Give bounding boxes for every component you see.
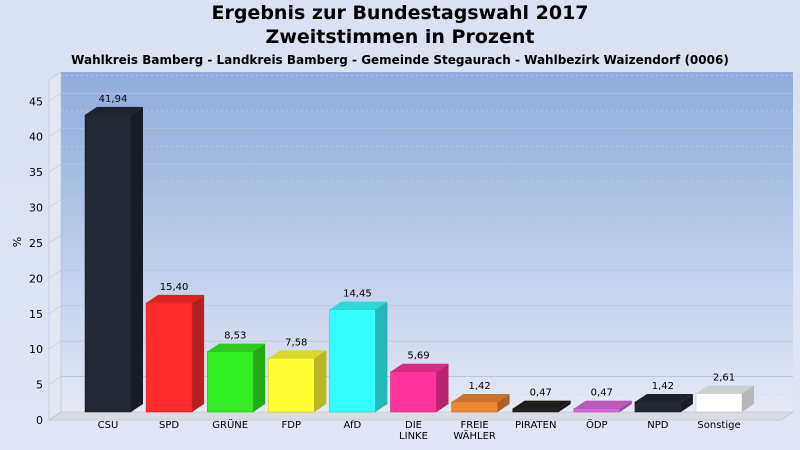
bar-side bbox=[742, 385, 754, 412]
bar-side bbox=[497, 393, 510, 412]
bar-value-label: 1,42 bbox=[652, 381, 674, 392]
side-gridline bbox=[48, 376, 62, 385]
x-category-label: FDP bbox=[282, 420, 301, 431]
y-tick-label: 25 bbox=[29, 237, 43, 250]
bar bbox=[268, 358, 315, 413]
side-gridline bbox=[48, 234, 62, 244]
bar-value-label: 2,61 bbox=[713, 373, 735, 384]
chart-subtitle: Zweitstimmen in Prozent bbox=[265, 26, 535, 48]
bar-value-label: 15,40 bbox=[160, 282, 189, 293]
bar-group: 2,61 Sonstige bbox=[695, 373, 754, 431]
bar bbox=[145, 302, 193, 413]
bar-side bbox=[192, 294, 205, 412]
bar-top bbox=[573, 400, 632, 409]
bar-value-label: 0,47 bbox=[591, 388, 613, 399]
side-gridline bbox=[48, 340, 62, 350]
bar bbox=[206, 351, 254, 413]
x-category-label: GRÜNE bbox=[212, 418, 248, 431]
bar-value-label: 5,69 bbox=[407, 351, 429, 362]
bar-side bbox=[619, 400, 632, 412]
x-category-label: FREIE bbox=[460, 420, 488, 431]
bar-group: 8,53 GRÜNE bbox=[206, 331, 266, 431]
y-tick-label: 0 bbox=[36, 414, 43, 427]
x-category-label: SPD bbox=[159, 420, 179, 431]
side-gridline bbox=[48, 128, 62, 137]
y-axis-label: % bbox=[11, 237, 24, 247]
bar-top bbox=[512, 400, 571, 409]
x-category-label: DIE bbox=[405, 420, 422, 431]
bar-side bbox=[680, 393, 693, 412]
bar-side bbox=[253, 343, 266, 412]
bar-top bbox=[85, 106, 143, 115]
bar bbox=[695, 393, 743, 413]
bar-side bbox=[131, 106, 143, 413]
chart-region-subtitle: Wahlkreis Bamberg - Landkreis Bamberg - … bbox=[71, 53, 729, 67]
bar-top bbox=[390, 363, 449, 372]
side-gridline bbox=[48, 92, 62, 102]
bar-side bbox=[375, 301, 388, 412]
bar bbox=[573, 408, 621, 413]
bar-top bbox=[451, 393, 510, 402]
bar-value-label: 14,45 bbox=[343, 289, 372, 300]
bar bbox=[84, 114, 132, 413]
bar bbox=[329, 309, 376, 413]
side-gridline bbox=[48, 199, 62, 208]
bar-value-label: 41,94 bbox=[99, 94, 128, 105]
bar-side bbox=[436, 363, 449, 412]
y-tick-label: 10 bbox=[29, 343, 43, 356]
x-category-label: NPD bbox=[647, 420, 669, 431]
bar bbox=[451, 401, 498, 413]
side-gridline bbox=[48, 270, 62, 279]
bar-group: 15,40 SPD bbox=[145, 282, 205, 431]
x-category-label: LINKE bbox=[399, 431, 428, 442]
bar-side bbox=[558, 400, 571, 412]
x-category-label: PIRATEN bbox=[515, 420, 557, 431]
bar-top bbox=[146, 294, 205, 303]
bar-top bbox=[268, 350, 327, 359]
bar bbox=[512, 408, 559, 413]
x-category-label: CSU bbox=[98, 420, 119, 431]
bar-top bbox=[207, 343, 266, 352]
bar-top bbox=[634, 393, 693, 402]
bar-top bbox=[329, 301, 388, 310]
x-category-label: Sonstige bbox=[697, 420, 740, 431]
bar-top bbox=[696, 385, 754, 394]
plot-floor bbox=[48, 411, 794, 421]
bar-value-label: 1,42 bbox=[468, 381, 490, 392]
y-tick-label: 40 bbox=[29, 131, 43, 144]
y-tick-label: 35 bbox=[29, 166, 43, 179]
y-tick-label: 45 bbox=[29, 95, 43, 108]
y-tick-label: 30 bbox=[29, 202, 43, 215]
side-gridline bbox=[48, 305, 62, 315]
chart-title: Ergebnis zur Bundestagswahl 2017 bbox=[211, 2, 589, 24]
y-tick-label: 5 bbox=[36, 379, 43, 392]
bar bbox=[634, 401, 682, 413]
y-tick-label: 20 bbox=[29, 272, 43, 285]
bar-group: 41,94 CSU bbox=[84, 94, 143, 431]
bar-group: 0,47 PIRATEN bbox=[512, 388, 571, 431]
bar-value-label: 8,53 bbox=[224, 331, 246, 342]
bar bbox=[390, 371, 437, 413]
x-category-label: WÄHLER bbox=[453, 429, 496, 442]
y-tick-label: 15 bbox=[29, 308, 43, 321]
bar-side bbox=[314, 350, 327, 412]
bar-value-label: 7,58 bbox=[285, 337, 307, 348]
bar-group: 14,45 AfD bbox=[329, 289, 388, 431]
bar-group: 1,42 NPD bbox=[634, 381, 693, 431]
x-category-label: AfD bbox=[344, 420, 362, 431]
bar-group: 7,58 FDP bbox=[268, 337, 327, 431]
side-gridline bbox=[48, 163, 62, 173]
x-category-label: ÖDP bbox=[586, 418, 608, 431]
bar-value-label: 0,47 bbox=[530, 388, 552, 399]
plot-side-wall bbox=[48, 71, 62, 421]
bar-group: 0,47 ÖDP bbox=[573, 388, 632, 431]
